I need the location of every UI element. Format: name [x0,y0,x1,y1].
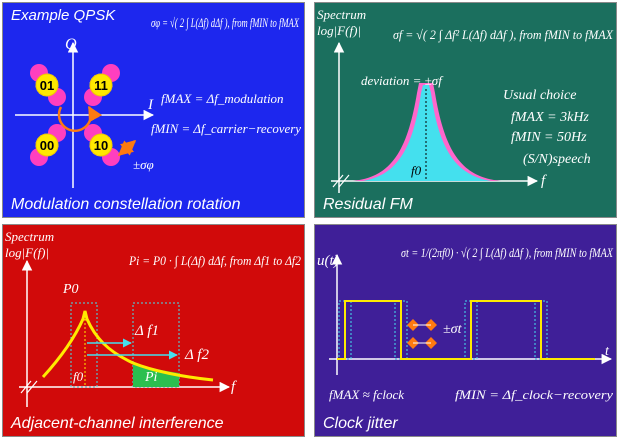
aci-main-channel-box [70,302,98,388]
rotation-arrow-icon [57,105,103,132]
panel-adjacent-channel: Spectrum log|F(f)| Pi = P0 · ∫ L(Δf) dΔf… [2,224,305,437]
aci-axis-ylabel: log|F(f)| [5,245,49,260]
aci-df2-label: Δ f2 [184,347,209,363]
aci-axis-break-icon [20,380,38,394]
aci-pi-area [133,363,179,387]
fm-spectrum-inner [363,85,491,181]
fm-usual-choice: Usual choice [503,88,576,103]
symbol-dot-10 [89,133,113,157]
aci-pi-label: Pi [144,370,158,385]
aci-spectrum-curve [41,310,214,382]
qpsk-fmax-formula: fMAX = Δf_modulation [161,91,284,106]
aci-df1-label: Δ f1 [134,323,159,339]
jitter-fmax-clock: fMAX ≈ fclock [329,387,404,402]
qpsk-title: Example QPSK [11,7,116,24]
jitter-t-axis-label: t [605,344,610,359]
symbol-label-00: 00 [40,138,54,153]
aci-caption: Adjacent-channel interference [11,415,224,432]
fm-axis-ylabel: log|F(f)| [317,23,361,38]
fm-fmax-value: fMAX = 3kHz [511,110,589,125]
qpsk-sigma-formula: σφ = √( 2 ∫ L(Δf) dΔf ), from fMIN to fM… [151,15,300,31]
sigma-phi-label: ±σφ [133,157,154,172]
fm-sigma-formula: σf = √( 2 ∫ Δf² L(Δf) dΔf ), from fMIN t… [393,27,614,43]
qpsk-constellation-diagram: Q I 01 11 00 10 ±σφ σφ = √( 2 ∫ L(Δf) dΔ… [15,15,301,188]
qpsk-fmin-formula: fMIN = Δf_carrier−recovery [151,121,301,136]
aci-axis-title: Spectrum [5,229,54,244]
fm-axis-break-icon [332,174,350,188]
panel-residual-fm: Spectrum log|F(f)| σf = √( 2 ∫ Δf² L(Δf)… [314,2,617,218]
fm-spectrum-diagram: Spectrum log|F(f)| σf = √( 2 ∫ Δf² L(Δf)… [317,7,614,193]
jitter-edge-markers [407,319,437,349]
fm-caption: Residual FM [323,196,413,213]
jitter-waveform-diagram: u(t) σt = 1/(2πf0) · √( 2 ∫ L(Δf) dΔf ),… [317,245,614,402]
jitter-caption: Clock jitter [323,415,398,432]
fm-f0-label: f0 [411,163,422,178]
panel-qpsk: Example QPSK [2,2,305,218]
fm-fmin-value: fMIN = 50Hz [511,130,587,145]
panel-clock-jitter: u(t) σt = 1/(2πf0) · √( 2 ∫ L(Δf) dΔf ),… [314,224,617,437]
fm-axis-title: Spectrum [317,7,366,22]
symbol-label-11: 11 [94,78,108,93]
aci-spectrum-diagram: Spectrum log|F(f)| Pi = P0 · ∫ L(Δf) dΔf… [5,229,301,407]
symbol-label-10: 10 [94,138,108,153]
aci-f-axis-label: f [231,379,237,395]
symbol-label-01: 01 [40,78,54,93]
axis-label-i: I [147,97,154,113]
jitter-sigma-formula: σt = 1/(2πf0) · √( 2 ∫ L(Δf) dΔf ), from… [401,245,614,261]
symbol-dot-11 [89,73,113,97]
fm-deviation-label: deviation = ±σf [361,73,444,88]
aci-p0-label: P0 [62,282,79,297]
jitter-fmin-clock: fMIN = Δf_clock−recovery [455,387,613,402]
jitter-clock-waveform [337,300,595,360]
jitter-sigma-t-label: ±σt [443,322,463,337]
qpsk-caption: Modulation constellation rotation [11,196,241,213]
symbol-dot-01 [35,73,59,97]
axis-label-q: Q [65,36,77,53]
fm-sn-label: (S/N)speech [523,152,591,167]
aci-f0-label: f0 [73,369,84,384]
symbol-dot-00 [35,133,59,157]
sigma-phi-arrow-icon [117,140,137,156]
fm-f-axis-label: f [541,173,547,189]
jitter-axis-ylabel: u(t) [317,253,339,269]
aci-pi-formula: Pi = P0 · ∫ L(Δf) dΔf, from Δf1 to Δf2 [128,253,301,269]
